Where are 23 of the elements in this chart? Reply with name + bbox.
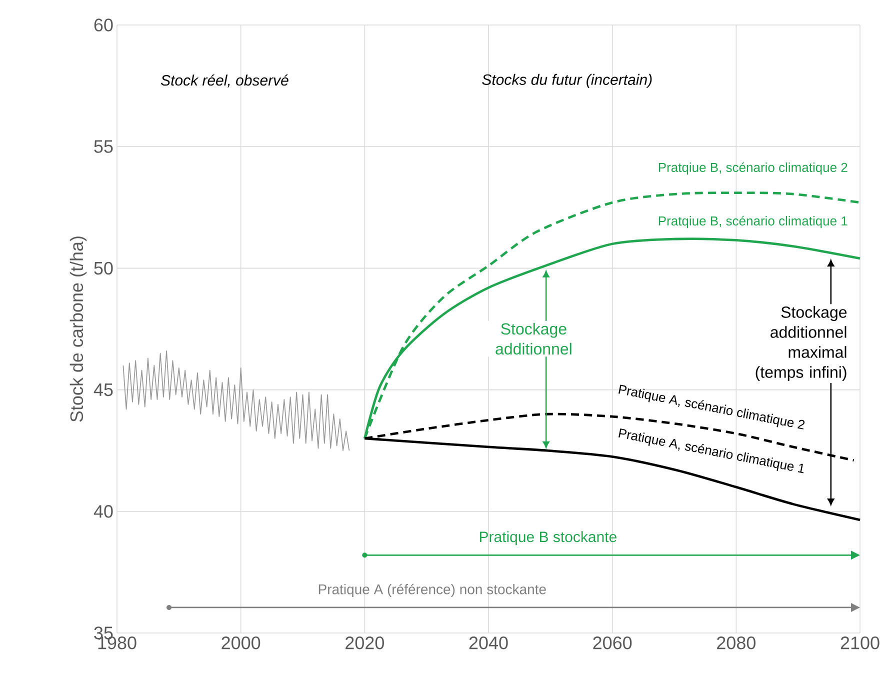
y-tick-label: 60 (94, 18, 113, 32)
line-series (122, 350, 350, 452)
annotation: Stock réel, observé (160, 74, 288, 88)
y-tick-label: 50 (94, 262, 113, 275)
annotation: Pratique A, scénario climatique 2 (618, 384, 805, 430)
annotation: Stocks du futur (incertain) (482, 74, 652, 88)
x-tick-label: 2100 (840, 636, 880, 650)
annotation: Pratqiue B, scénario climatique 2 (658, 162, 848, 175)
annotation: Pratique A (référence) non stockante (318, 584, 546, 598)
annotation: Stockage additionnel maximal (temps infini) (756, 306, 847, 382)
annotation: Pratique A, scénario climatique 1 (618, 428, 804, 474)
annotation: Pratqiue B, scénario climatique 1 (658, 216, 848, 228)
annotation: Stockage additionnel (496, 322, 572, 355)
y-tick-label: 40 (94, 505, 113, 518)
y-tick-label: 55 (94, 140, 113, 153)
y-axis-title: Stock de carbone (t/ha) (70, 236, 87, 422)
x-tick-label: 2060 (593, 636, 632, 650)
x-tick-label: 2000 (222, 636, 260, 650)
y-tick-label: 45 (94, 384, 113, 396)
annotation: Pratique B stockante (480, 531, 616, 546)
x-tick-label: 2040 (469, 636, 508, 650)
x-tick-label: 2080 (717, 636, 756, 650)
x-tick-label: 2020 (346, 636, 384, 650)
